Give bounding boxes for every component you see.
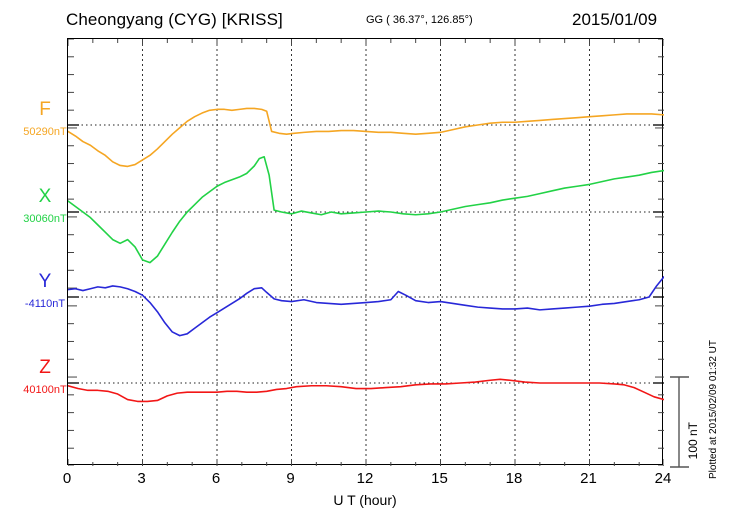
observation-date: 2015/01/09: [572, 10, 658, 29]
plotted-at-timestamp: Plotted at 2015/02/09 01:32 UT: [708, 340, 719, 479]
x-tick-3: 3: [137, 470, 146, 487]
geographic-coordinates: GG ( 36.37°, 126.85°): [366, 14, 473, 26]
x-tick-15: 15: [431, 470, 448, 487]
component-baseline-value-x: 30060nT: [23, 213, 67, 225]
station-title: Cheongyang (CYG) [KRISS]: [66, 10, 283, 29]
component-label-z: Z: [39, 357, 51, 378]
axis-tick-marks: [68, 39, 664, 466]
component-label-f: F: [39, 99, 51, 120]
component-baseline-value-y: -4110nT: [24, 298, 66, 310]
component-traces: [68, 107, 664, 403]
x-tick-24: 24: [654, 470, 672, 487]
magnetogram-svg: [68, 39, 664, 466]
component-baseline-value-f: 50290nT: [23, 126, 67, 138]
component-label-y: Y: [38, 271, 52, 292]
component-baseline-value-z: 40100nT: [23, 384, 67, 396]
gridlines: [142, 39, 590, 466]
x-tick-21: 21: [580, 470, 597, 487]
x-axis-title: U T (hour): [333, 492, 397, 508]
x-tick-6: 6: [211, 470, 221, 487]
scale-bar-100nt: [670, 376, 689, 468]
x-tick-12: 12: [356, 470, 374, 487]
scale-bar-label: 100 nT: [686, 422, 700, 460]
x-tick-18: 18: [505, 470, 523, 487]
magnetogram-plot-area: [67, 38, 664, 466]
x-tick-0: 0: [62, 470, 72, 487]
component-label-x: X: [38, 186, 52, 207]
x-tick-9: 9: [286, 470, 295, 487]
